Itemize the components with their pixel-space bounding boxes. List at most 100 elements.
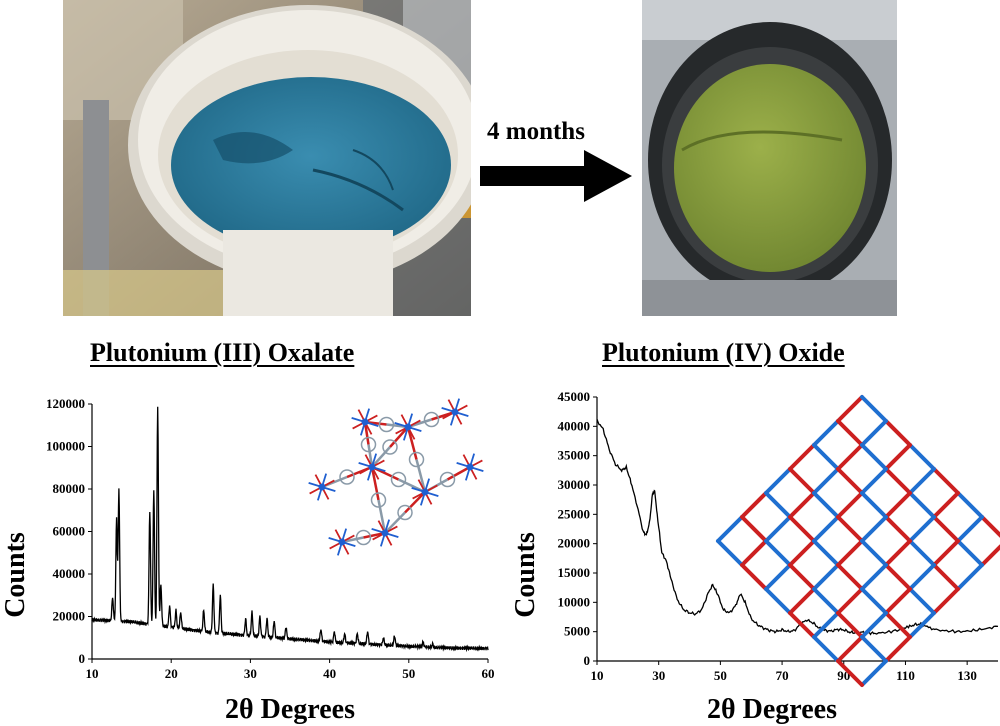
x-tick-label: 10 [591,668,604,683]
lattice-edge [812,539,840,567]
time-elapsed-label: 4 months [487,118,585,145]
x-axis-label: 2θ Degrees [707,694,837,725]
chart-title-oxide: Plutonium (IV) Oxide [602,338,845,367]
lattice-edge [812,515,840,543]
lattice-edge [908,611,936,639]
lattice-edge [836,467,864,495]
lattice-edge [908,515,936,543]
lattice-edge [956,515,984,543]
lattice-edge [932,563,960,591]
xrd-pattern-line [596,418,999,636]
lattice-edge [788,467,816,495]
lattice-edge [740,563,768,591]
y-tick-label: 5000 [564,624,590,639]
lattice-edge [884,515,912,543]
metal-atom [338,538,346,546]
ring [339,469,355,485]
x-tick-label: 10 [86,666,99,681]
lattice-edge [812,443,840,471]
lattice-edge [764,563,792,591]
lattice-edge [932,539,960,567]
xrd-pattern-line [91,406,489,653]
lattice-edge [836,659,864,687]
lattice-edge [860,443,888,471]
y-tick-label: 40000 [53,566,86,581]
bond [341,536,364,544]
ring [355,529,372,546]
oxide-lattice-diagram [716,395,1000,687]
lattice-edge [716,539,744,567]
y-tick-label: 30000 [558,477,591,492]
bond [371,446,391,468]
ring [397,504,413,521]
y-tick-label: 45000 [558,389,591,404]
lattice-edge [860,395,888,423]
lattice-edge [884,635,912,663]
lattice-edge [908,587,936,615]
lattice-edge [740,515,768,543]
bond [367,444,374,468]
arrow-right-icon [480,150,632,202]
x-tick-label: 60 [482,666,495,681]
y-tick-label: 60000 [53,524,86,539]
lattice-edge [788,491,816,519]
lattice-edge [836,443,864,471]
lattice-edge [932,587,960,615]
lattice-edge [908,539,936,567]
ring [423,411,440,428]
x-axis-label: 2θ Degrees [225,694,355,725]
x-tick-label: 30 [652,668,665,683]
y-axis-label: Counts [0,532,31,618]
bond [370,466,380,501]
ring [390,471,407,488]
lattice-edge [812,491,840,519]
lattice-edge [740,539,768,567]
x-tick-label: 130 [957,668,977,683]
ring [408,451,425,468]
lattice-edge [812,635,840,663]
lattice-edge [884,443,912,471]
lattice-edge [908,467,936,495]
y-tick-label: 120000 [46,396,85,411]
lattice-edge [764,467,792,495]
metal-atom [368,463,376,471]
y-tick-label: 35000 [558,448,591,463]
lattice-edge [836,635,864,663]
xrd-chart-oxalate: 10 20 30 40 50 60 0 20000 40000 60000 80000 100000 1… [0,396,495,725]
lattice-edge [788,611,816,639]
x-tick-label: 30 [244,666,257,681]
y-tick-label: 15000 [558,565,591,580]
lattice-edge [860,419,888,447]
lattice-edge [812,563,840,591]
oxalate-structure-diagram [308,398,484,556]
x-tick-label: 70 [776,668,789,683]
lattice-edge [884,611,912,639]
lattice-edge [788,539,816,567]
lattice-edge [836,491,864,519]
lattice-edge [932,491,960,519]
metal-atom [381,529,389,537]
lattice-edge [860,515,888,543]
lattice-edge [836,419,864,447]
ring [382,439,398,455]
lattice-edge [956,539,984,567]
lattice-edge [764,539,792,567]
lattice-edge [956,563,984,591]
bond [363,531,386,539]
lattice-edge [860,659,888,687]
lattice-edge [836,515,864,543]
y-tick-label: 40000 [558,418,591,433]
y-axis-label: Counts [510,532,541,618]
lattice-edge [812,587,840,615]
lattice-edge [980,515,1000,538]
lattice-edge [764,587,792,615]
lattice-edge [812,467,840,495]
chart-title-oxalate: Plutonium (III) Oxalate [90,338,355,367]
photo-blue-oxalate [63,0,471,316]
x-tick-label: 50 [714,668,727,683]
lattice-edge [764,515,792,543]
lattice-edge [908,563,936,591]
lattice-edge [788,443,816,471]
lattice-edge [860,635,888,663]
lattice-edge [884,539,912,567]
